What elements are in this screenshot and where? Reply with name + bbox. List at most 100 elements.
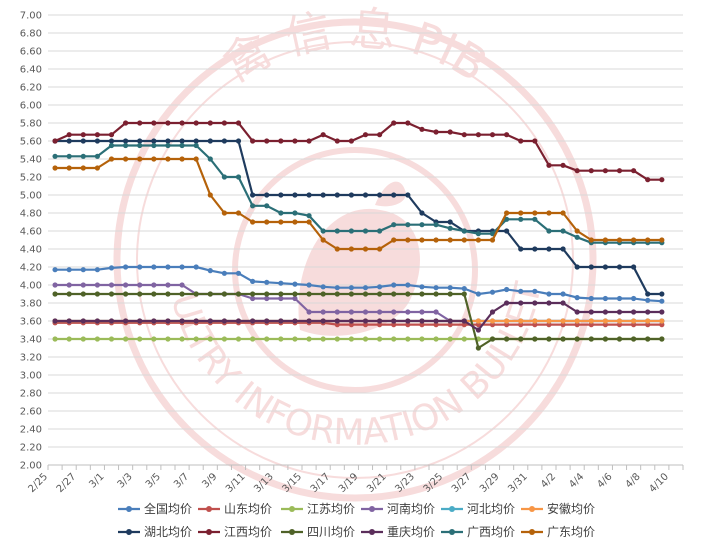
data-point [278, 138, 284, 144]
data-point [334, 246, 340, 252]
legend-swatch-marker [206, 529, 212, 535]
data-point [320, 291, 326, 297]
data-point [151, 264, 157, 270]
data-point [221, 270, 227, 276]
data-point [616, 237, 623, 243]
data-point [461, 286, 467, 292]
data-point [179, 282, 185, 288]
data-point [151, 282, 157, 288]
data-point [306, 282, 312, 288]
data-point [645, 237, 651, 243]
data-point [165, 318, 171, 324]
data-point [518, 216, 524, 222]
data-point [532, 322, 538, 328]
data-point [278, 192, 284, 198]
data-point [433, 322, 439, 328]
data-point [292, 210, 298, 216]
data-point [602, 322, 608, 328]
data-point [631, 336, 637, 342]
data-point [179, 291, 185, 297]
data-point [588, 237, 594, 243]
data-point [94, 138, 100, 144]
legend-label: 四川均价 [307, 525, 355, 539]
data-point [461, 336, 467, 342]
data-point [574, 336, 580, 342]
seal-emblem-ring [232, 147, 478, 393]
data-point [405, 192, 411, 198]
data-point [348, 138, 354, 144]
data-point [532, 318, 538, 324]
data-point [560, 210, 566, 216]
legend-item: 全国均价 [118, 501, 192, 516]
y-tick-label: 5.40 [20, 155, 42, 166]
data-point [137, 336, 143, 342]
x-tick-label: 3/5 [144, 471, 163, 490]
x-tick-label: 3/3 [116, 471, 135, 490]
data-point [377, 291, 383, 297]
data-point [306, 219, 312, 225]
data-point [151, 156, 157, 162]
data-point [489, 289, 496, 295]
data-point [80, 291, 86, 297]
data-point [602, 264, 608, 270]
data-point [588, 168, 594, 174]
legend-item: 河南均价 [361, 501, 435, 516]
data-point [292, 192, 298, 198]
data-point [278, 291, 284, 297]
data-point [391, 237, 397, 243]
data-point [108, 132, 115, 138]
data-point [602, 318, 608, 324]
data-point [447, 129, 453, 135]
y-tick-label: 3.40 [20, 335, 42, 346]
data-point [377, 336, 383, 342]
data-point [518, 318, 524, 324]
data-point [278, 336, 284, 342]
data-point [419, 309, 425, 315]
legend-swatch-marker [369, 529, 375, 535]
data-point [489, 322, 496, 328]
data-point [80, 132, 86, 138]
data-point [320, 237, 326, 243]
data-point [391, 336, 397, 342]
data-point [362, 246, 369, 252]
data-point [193, 318, 199, 324]
data-point [80, 165, 86, 171]
data-point [52, 267, 58, 273]
legend-swatch-marker [206, 506, 212, 512]
series-lines [52, 120, 665, 351]
data-point [193, 120, 199, 126]
series-10 [52, 300, 665, 333]
data-point [235, 138, 242, 144]
data-point [461, 291, 467, 297]
legend-item: 广东均价 [521, 525, 595, 539]
data-point [489, 132, 496, 138]
data-point [278, 318, 284, 324]
data-point [518, 336, 524, 342]
data-point [377, 309, 383, 315]
x-tick-label: 3/7 [172, 471, 191, 490]
data-point [391, 318, 397, 324]
data-point [137, 138, 143, 144]
data-point [602, 309, 608, 315]
data-point [151, 138, 157, 144]
data-point [334, 228, 340, 234]
data-point [475, 327, 481, 333]
data-point [461, 228, 467, 234]
data-point [165, 336, 171, 342]
data-point [165, 156, 171, 162]
data-point [645, 291, 651, 297]
data-point [221, 291, 227, 297]
data-point [532, 246, 538, 252]
data-point [292, 138, 298, 144]
data-point [504, 318, 510, 324]
x-tick-label: 2/27 [55, 471, 79, 495]
data-point [377, 322, 383, 328]
data-point [235, 210, 242, 216]
data-point [405, 336, 411, 342]
legend-item: 广西均价 [441, 525, 515, 539]
data-point [52, 153, 58, 159]
data-point [602, 336, 608, 342]
legend-swatch-marker [369, 506, 375, 512]
data-point [108, 142, 115, 149]
